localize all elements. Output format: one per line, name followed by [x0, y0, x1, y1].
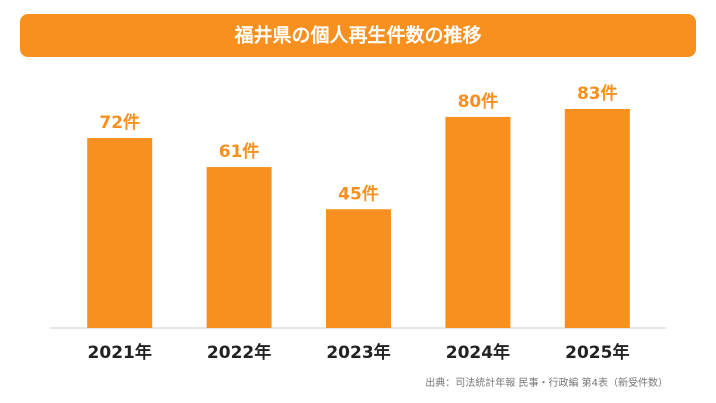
value-label: 80件 [458, 91, 499, 112]
bar [564, 109, 630, 328]
x-tick-label: 2022年 [207, 342, 271, 363]
bar [326, 209, 391, 328]
bar [87, 138, 153, 328]
x-tick-label: 2025年 [565, 342, 629, 363]
x-tick-label: 2021年 [88, 342, 152, 363]
value-label: 72件 [99, 112, 140, 133]
chart-title: 福井県の個人再生件数の推移 [233, 24, 481, 47]
bar [206, 167, 272, 328]
x-tick-label: 2023年 [326, 342, 390, 363]
value-label: 61件 [219, 141, 260, 162]
value-label: 45件 [338, 183, 379, 204]
value-label: 83件 [577, 83, 618, 104]
source-note: 出典：司法統計年報 民事・行政編 第4表（新受件数） [425, 376, 668, 389]
x-tick-label: 2024年 [446, 342, 510, 363]
bar [445, 116, 511, 328]
title-banner [20, 14, 696, 57]
